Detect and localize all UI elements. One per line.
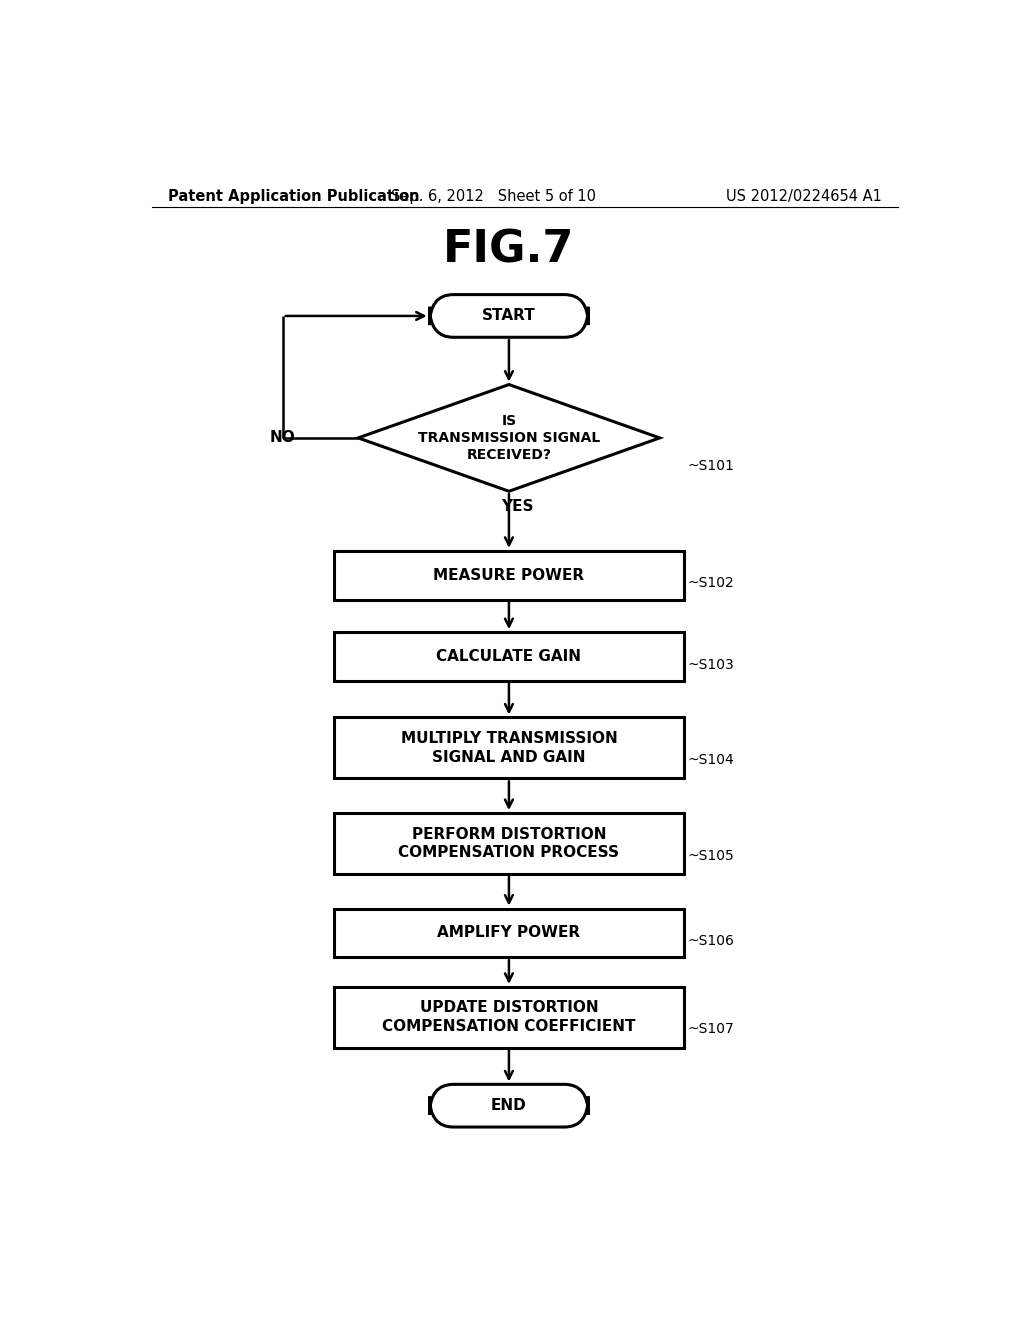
Text: MULTIPLY TRANSMISSION
SIGNAL AND GAIN: MULTIPLY TRANSMISSION SIGNAL AND GAIN: [400, 731, 617, 764]
Text: ~S103: ~S103: [687, 657, 734, 672]
Text: START: START: [482, 309, 536, 323]
Text: Sep. 6, 2012   Sheet 5 of 10: Sep. 6, 2012 Sheet 5 of 10: [390, 189, 596, 203]
Text: ~S105: ~S105: [687, 849, 734, 863]
Text: IS
TRANSMISSION SIGNAL
RECEIVED?: IS TRANSMISSION SIGNAL RECEIVED?: [418, 413, 600, 462]
Text: MEASURE POWER: MEASURE POWER: [433, 568, 585, 582]
Text: UPDATE DISTORTION
COMPENSATION COEFFICIENT: UPDATE DISTORTION COMPENSATION COEFFICIE…: [382, 1001, 636, 1034]
FancyBboxPatch shape: [430, 294, 588, 338]
Text: END: END: [492, 1098, 526, 1113]
Text: Patent Application Publication: Patent Application Publication: [168, 189, 419, 203]
Text: CALCULATE GAIN: CALCULATE GAIN: [436, 649, 582, 664]
Text: NO: NO: [270, 430, 296, 445]
Text: US 2012/0224654 A1: US 2012/0224654 A1: [726, 189, 882, 203]
Polygon shape: [358, 384, 659, 491]
Text: ~S104: ~S104: [687, 754, 734, 767]
Text: AMPLIFY POWER: AMPLIFY POWER: [437, 925, 581, 940]
Text: ~S102: ~S102: [687, 577, 734, 590]
Text: YES: YES: [501, 499, 534, 513]
Bar: [334, 632, 684, 681]
Text: ~S106: ~S106: [687, 935, 734, 948]
Bar: [334, 550, 684, 599]
Bar: [334, 718, 684, 779]
Text: ~S107: ~S107: [687, 1023, 734, 1036]
Text: FIG.7: FIG.7: [443, 228, 574, 272]
FancyBboxPatch shape: [430, 1084, 588, 1127]
Bar: [334, 813, 684, 874]
Bar: [334, 908, 684, 957]
Text: ~S101: ~S101: [687, 459, 734, 474]
Text: PERFORM DISTORTION
COMPENSATION PROCESS: PERFORM DISTORTION COMPENSATION PROCESS: [398, 826, 620, 861]
Bar: [334, 987, 684, 1048]
